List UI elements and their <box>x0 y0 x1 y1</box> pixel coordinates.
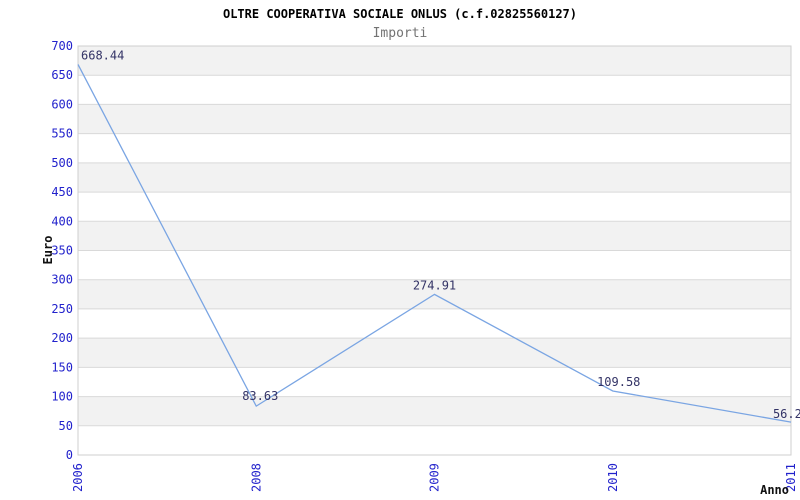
plot-frame <box>77 45 792 456</box>
y-tick-label: 100 <box>51 390 73 404</box>
y-tick-label: 650 <box>51 68 73 82</box>
x-tick-label: 2008 <box>249 463 263 492</box>
grid-band <box>78 104 791 134</box>
y-tick-label: 600 <box>51 97 73 111</box>
y-tick-label: 200 <box>51 331 73 345</box>
y-tick-label: 500 <box>51 156 73 170</box>
point-label: 109.58 <box>597 375 640 389</box>
x-tick-label: 2009 <box>428 463 442 492</box>
y-tick-label: 450 <box>51 185 73 199</box>
point-label: 274.91 <box>413 278 456 292</box>
y-tick-label: 300 <box>51 273 73 287</box>
y-tick-label: 50 <box>59 419 73 433</box>
chart-subtitle: Importi <box>372 26 428 41</box>
grid-band <box>78 338 791 368</box>
series-line <box>77 64 792 423</box>
point-label: 83.63 <box>242 389 278 403</box>
x-tick-label: 2011 <box>784 463 798 492</box>
y-tick-label: 250 <box>51 302 73 316</box>
y-tick-label: 0 <box>66 448 73 462</box>
y-tick-label: 700 <box>51 39 73 53</box>
grid-band <box>78 162 791 193</box>
point-label: 56.26 <box>773 407 800 421</box>
grid-band <box>78 46 791 76</box>
y-tick-label: 350 <box>51 244 73 258</box>
y-tick-label: 150 <box>51 360 73 374</box>
x-tick-label: 2006 <box>71 463 85 492</box>
point-label: 668.44 <box>81 48 124 62</box>
x-axis-title: Anno <box>760 483 789 497</box>
x-tick-label: 2010 <box>606 463 620 492</box>
y-tick-label: 550 <box>51 127 73 141</box>
y-axis-title: Euro <box>41 235 55 265</box>
chart-title: OLTRE COOPERATIVA SOCIALE ONLUS (c.f.028… <box>222 7 577 21</box>
y-tick-label: 400 <box>51 214 73 228</box>
grid-band <box>78 221 791 251</box>
grid-band <box>78 396 791 426</box>
